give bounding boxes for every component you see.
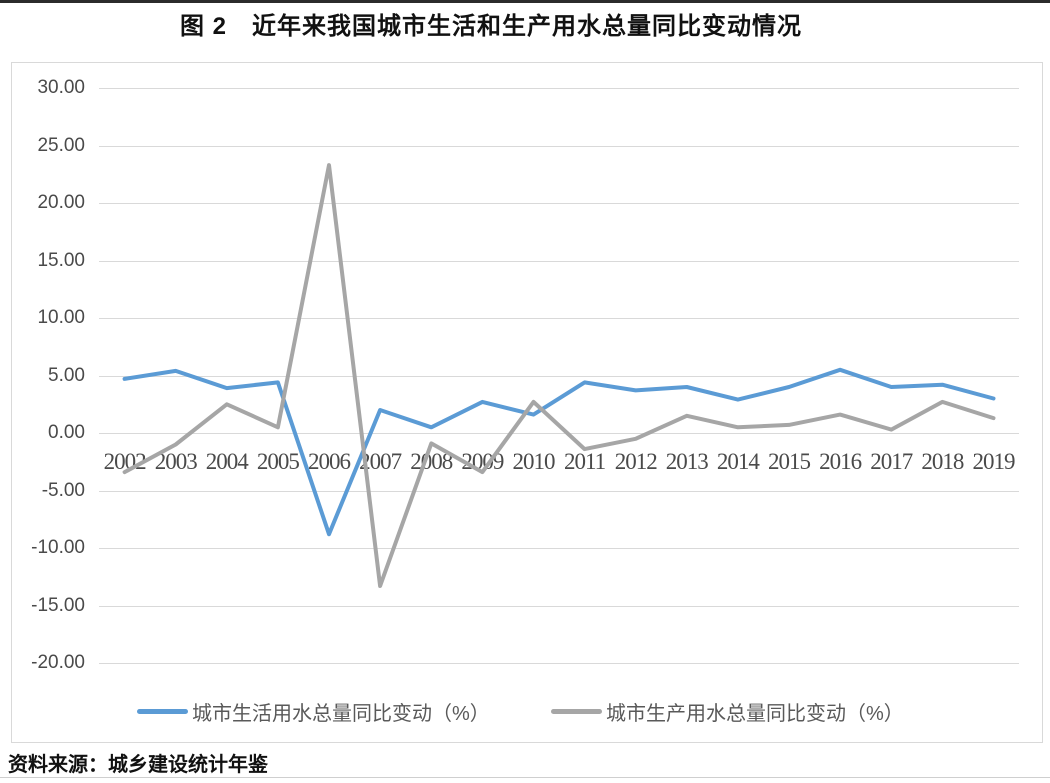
- gridline: [99, 605, 1019, 607]
- x-axis-tick-label: 2013: [665, 449, 709, 474]
- x-axis-tick-label: 2016: [819, 449, 862, 474]
- x-axis-tick-label: 2005: [256, 449, 300, 474]
- y-axis-tick-label: -5.00: [41, 479, 85, 501]
- x-axis-tick-label: 2012: [614, 449, 658, 474]
- x-axis-tick-label: 2010: [512, 449, 556, 474]
- series-line-production: [122, 163, 996, 588]
- y-axis-tick-label: -15.00: [31, 594, 85, 616]
- x-axis-tick-label: 2017: [870, 449, 913, 474]
- legend-item-domestic: 城市生活用水总量同比变动（%）: [137, 697, 490, 725]
- x-axis-tick-label: 2006: [308, 449, 351, 474]
- legend-item-production: 城市生产用水总量同比变动（%）: [551, 697, 904, 725]
- legend-label-domestic: 城市生活用水总量同比变动（%）: [192, 702, 490, 725]
- y-axis-tick-label: 30.00: [37, 77, 85, 98]
- legend-line-marker-domestic: [137, 708, 188, 714]
- gridline: [99, 88, 1019, 89]
- x-axis-tick-label: 2019: [972, 449, 1016, 474]
- x-axis-tick-label: 2018: [921, 449, 964, 474]
- top-divider: [0, 0, 1050, 3]
- gridline: [99, 203, 1019, 204]
- x-axis-tick-label: 2015: [768, 449, 811, 474]
- gridline: [99, 490, 1019, 492]
- gridline: [99, 375, 1019, 377]
- chart-area: 30.00 25.00 20.00 15.00 10.00 5.00 0.00 -5.00 -1…: [11, 62, 1043, 743]
- gridline: [99, 663, 1019, 664]
- y-axis-tick-label: 0.00: [48, 422, 85, 443]
- x-axis-tick-label: 2011: [564, 449, 606, 474]
- legend-line-marker-production: [551, 708, 602, 714]
- y-axis-tick-label: 10.00: [37, 307, 85, 328]
- gridline: [99, 145, 1019, 147]
- y-axis-tick-label: 20.00: [37, 192, 85, 213]
- y-axis-tick-label: -10.00: [31, 537, 85, 558]
- x-axis-tick-label: 2002: [103, 449, 147, 474]
- y-axis-tick-label: 25.00: [37, 134, 85, 156]
- x-axis-tick-label: 2014: [716, 449, 760, 474]
- chart-title: 图 2 近年来我国城市生活和生产用水总量同比变动情况: [179, 13, 802, 40]
- gridline: [99, 260, 1019, 262]
- y-axis-tick-label: 5.00: [48, 364, 85, 386]
- x-axis-tick-label: 2004: [205, 449, 249, 474]
- gridline: [99, 318, 1019, 319]
- legend-label-production: 城市生产用水总量同比变动（%）: [606, 702, 904, 725]
- source-note: 资料来源：城乡建设统计年鉴: [8, 754, 268, 776]
- bottom-divider: [0, 777, 1050, 778]
- gridline: [99, 548, 1019, 549]
- gridline: [99, 433, 1019, 434]
- y-axis-tick-label: 15.00: [37, 249, 85, 271]
- series-plot: [122, 163, 996, 588]
- series-line-domestic: [122, 367, 996, 537]
- y-axis-tick-label: -20.00: [31, 652, 85, 673]
